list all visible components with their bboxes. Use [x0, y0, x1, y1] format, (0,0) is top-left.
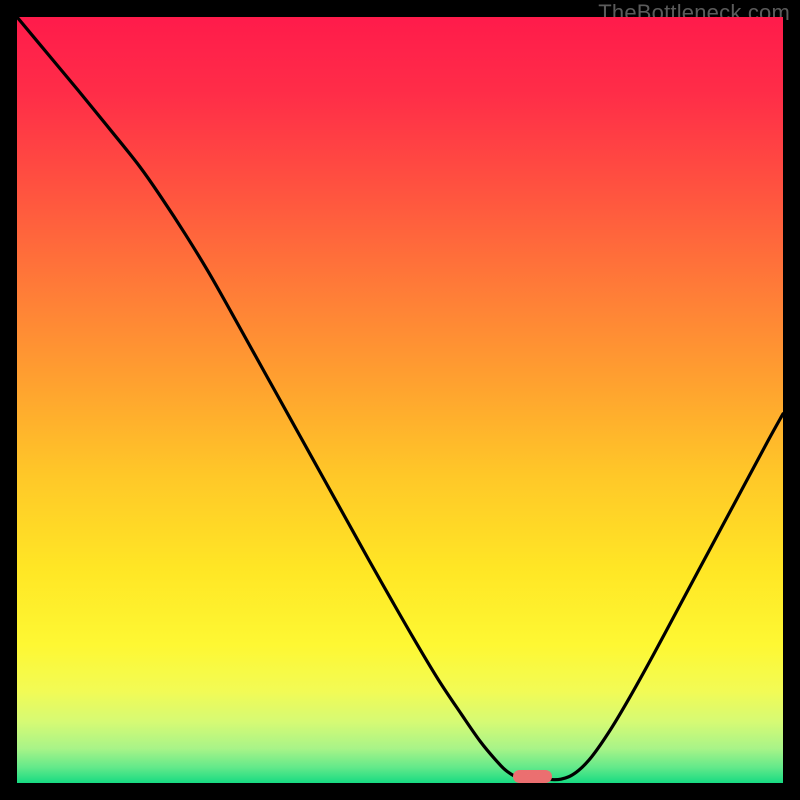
plot-area	[17, 17, 783, 783]
bottleneck-curve	[17, 17, 783, 783]
chart-container: TheBottleneck.com	[0, 0, 800, 800]
optimal-marker	[513, 770, 553, 783]
